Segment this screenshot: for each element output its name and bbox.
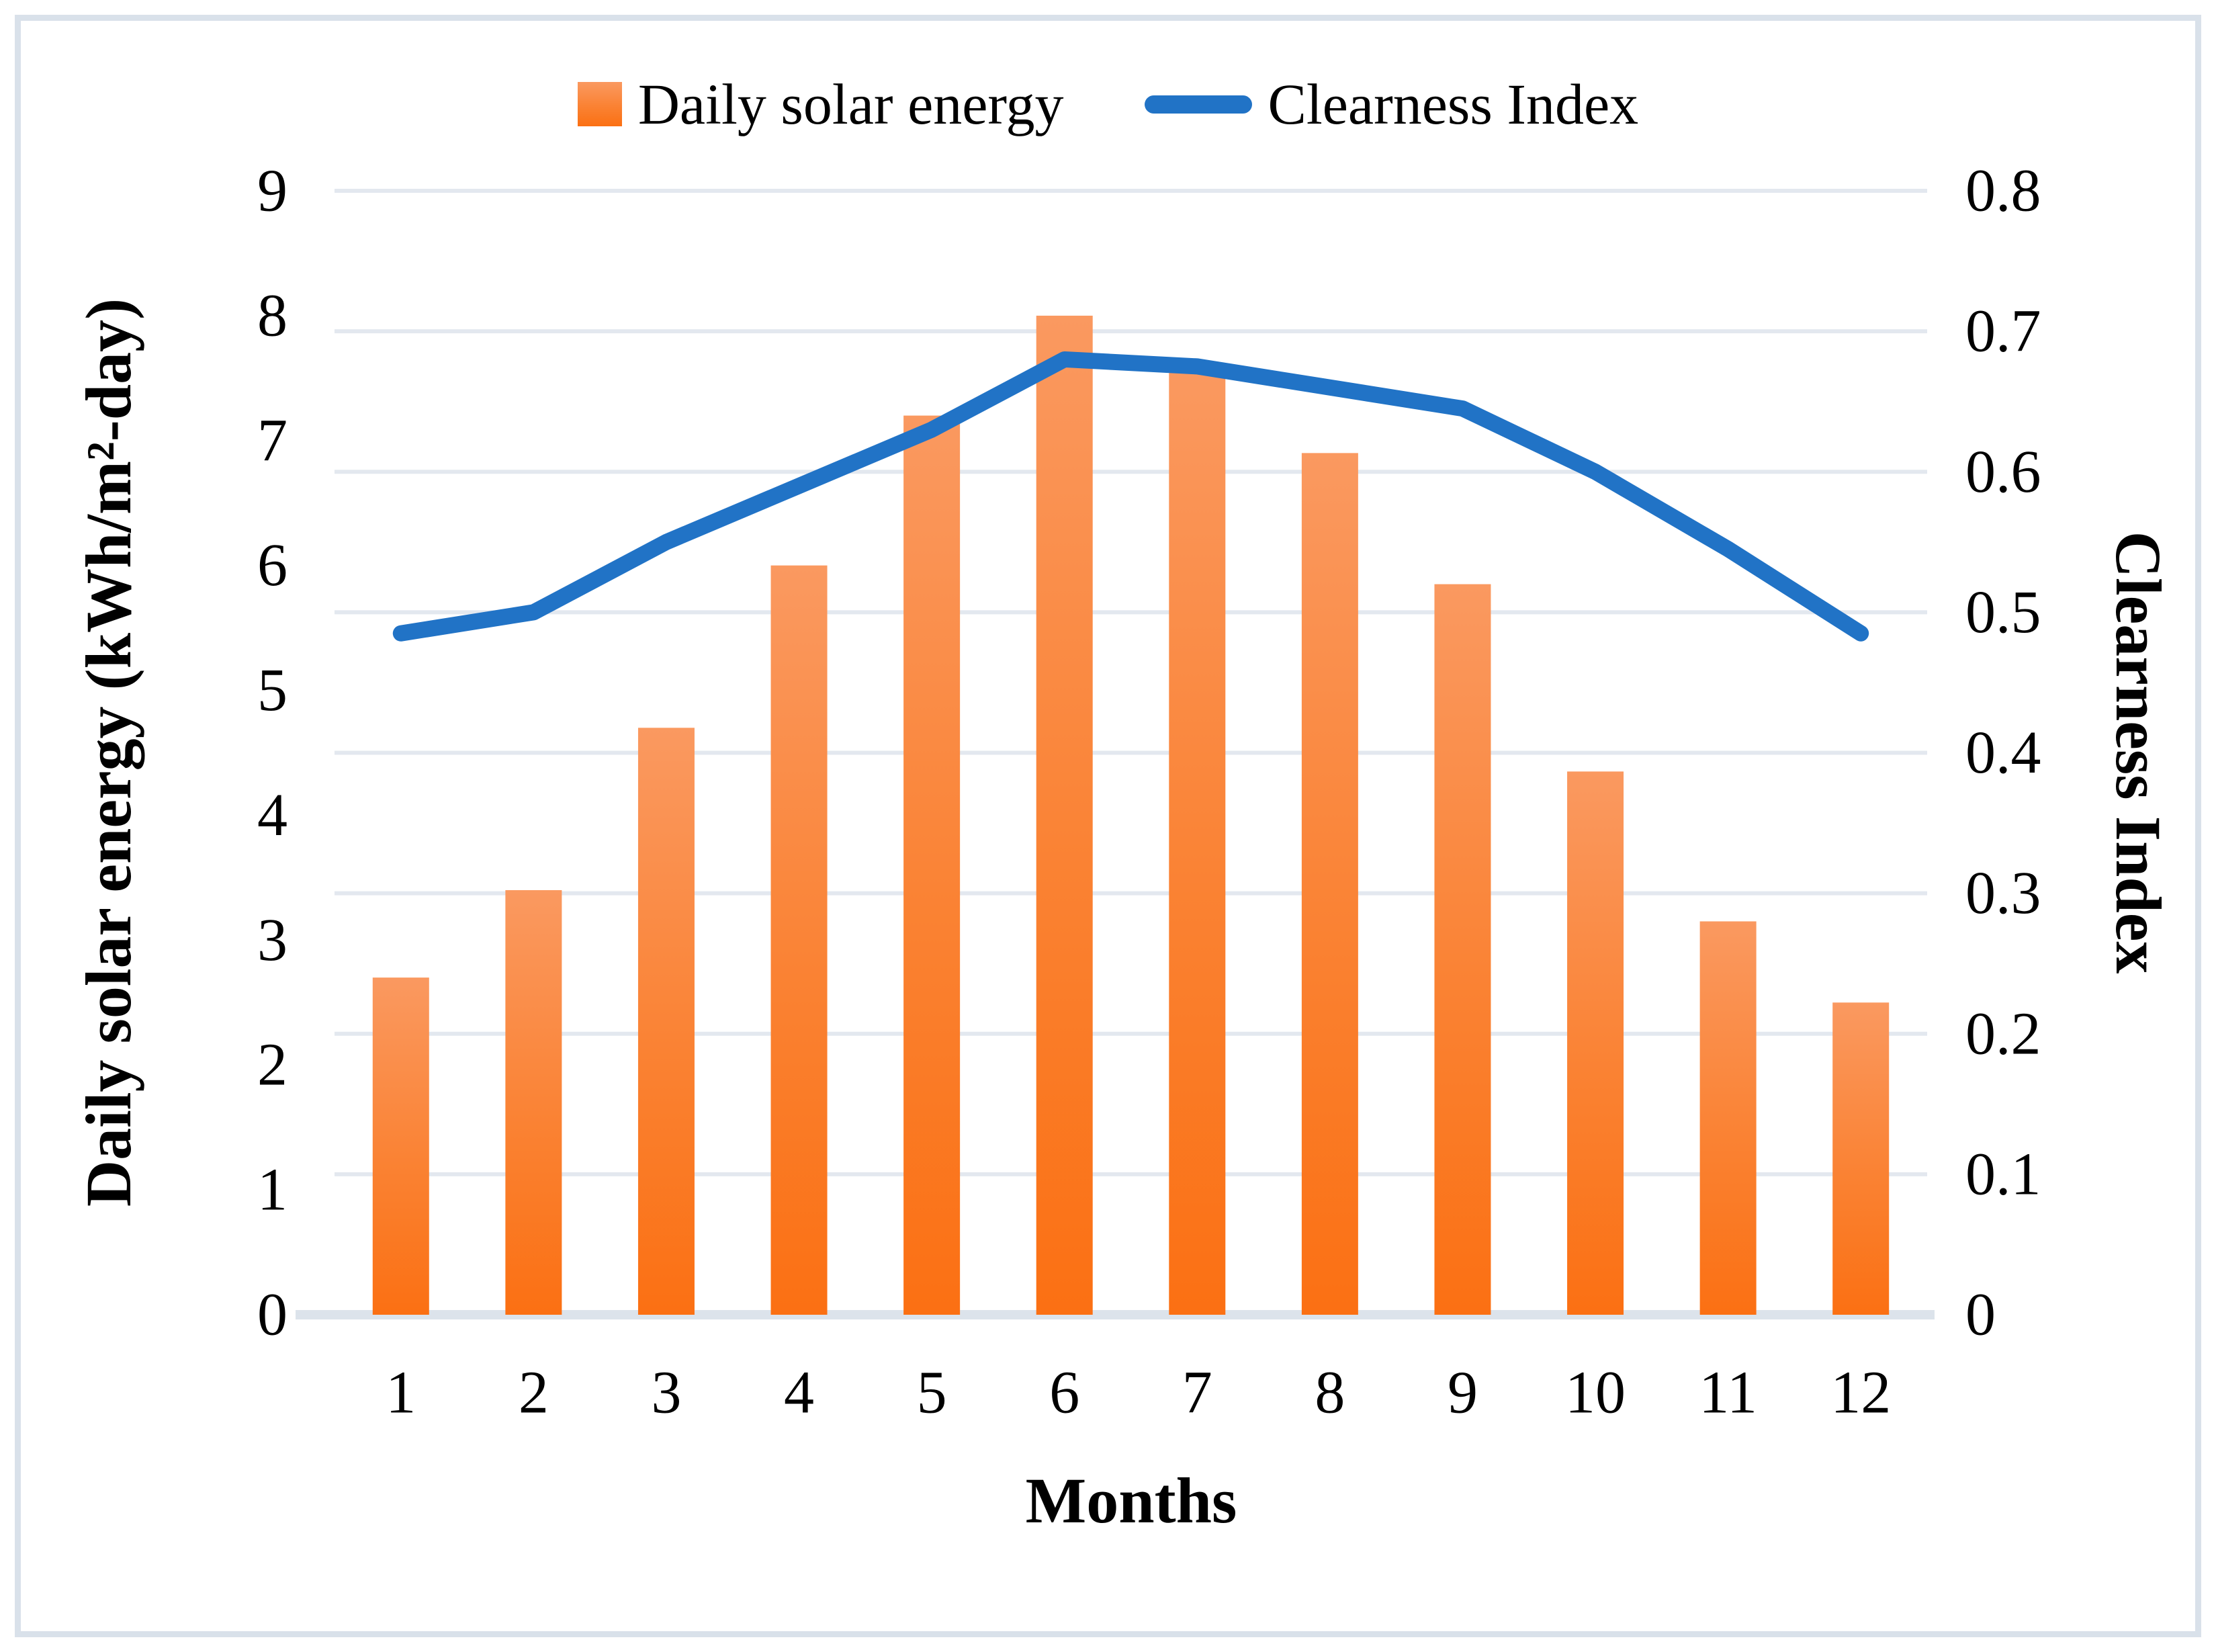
right-axis-tick-0: 0 [1965,1282,1996,1348]
x-tick-9: 9 [1448,1360,1478,1426]
bar-month-7 [1169,365,1226,1315]
bar-month-11 [1699,921,1757,1315]
clearness-index-line [392,351,1869,642]
right-axis-tick-0.2: 0.2 [1965,1000,2041,1067]
right-axis-tick-0.8: 0.8 [1965,158,2041,224]
x-tick-3: 3 [651,1360,681,1426]
legend-item-daily-solar-energy: Daily solar energy [577,72,1064,136]
left-axis-tick-9: 9 [257,158,287,224]
bar-month-3 [637,728,695,1315]
left-axis-tick-6: 6 [257,532,287,599]
right-axis-tick-0.5: 0.5 [1965,579,2041,646]
left-axis-tick-3: 3 [257,907,287,973]
left-axis-tick-8: 8 [257,282,287,349]
line-series-swatch [1144,95,1252,114]
left-axis-tick-1: 1 [257,1157,287,1223]
x-tick-1: 1 [386,1360,416,1426]
x-tick-10: 10 [1565,1360,1626,1426]
x-tick-6: 6 [1049,1360,1079,1426]
x-tick-12: 12 [1830,1360,1891,1426]
x-tick-2: 2 [519,1360,549,1426]
bar-month-12 [1832,1002,1890,1315]
bar-month-1 [372,977,429,1315]
left-axis-tick-2: 2 [257,1032,287,1098]
left-axis-tick-5: 5 [257,657,287,724]
x-tick-5: 5 [917,1360,947,1426]
x-tick-8: 8 [1315,1360,1345,1426]
bar-month-8 [1301,453,1358,1315]
x-tick-4: 4 [784,1360,814,1426]
right-axis-tick-0.7: 0.7 [1965,298,2041,365]
bar-month-2 [505,889,562,1315]
right-axis-tick-0.6: 0.6 [1965,439,2041,505]
right-axis-title: Clearness Index [2102,531,2174,974]
right-axis-tick-0.3: 0.3 [1965,860,2041,926]
legend-label-clearness-index: Clearness Index [1268,72,1639,136]
x-axis-title: Months [1025,1465,1237,1536]
legend-item-clearness-index: Clearness Index [1144,72,1639,136]
bar-month-6 [1036,315,1093,1315]
left-axis-tick-7: 7 [257,407,287,474]
bar-month-10 [1567,771,1624,1315]
x-tick-7: 7 [1182,1360,1212,1426]
bar-series-swatch [577,82,622,126]
legend: Daily solar energy Clearness Index [0,75,2216,133]
right-axis-tick-0.4: 0.4 [1965,720,2041,786]
right-axis-tick-0.1: 0.1 [1965,1141,2041,1207]
left-axis-title: Daily solar energy (kWh/m²-day) [73,298,144,1207]
left-axis-tick-4: 4 [257,782,287,849]
x-tick-11: 11 [1699,1360,1757,1426]
legend-label-daily-solar-energy: Daily solar energy [637,72,1064,136]
left-axis-tick-0: 0 [257,1282,287,1348]
bar-month-4 [770,565,828,1315]
bar-month-5 [903,415,961,1315]
bar-month-9 [1434,584,1491,1315]
